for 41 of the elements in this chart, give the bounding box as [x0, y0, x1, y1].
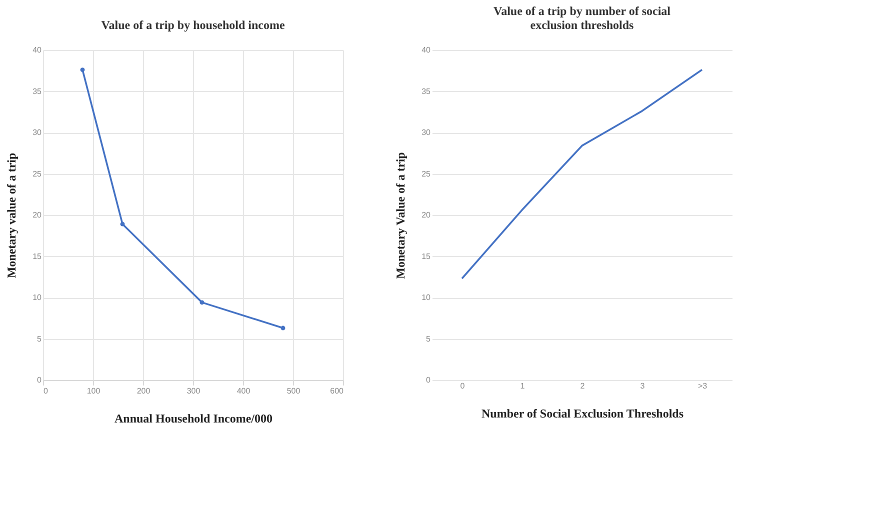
- y-tick-label: 25: [32, 169, 42, 178]
- y-tick-label: 30: [32, 128, 42, 137]
- point: [280, 326, 286, 330]
- chart-title: Value of a trip by number of social exclusion thresholds: [493, 4, 672, 32]
- y-tick-label: 20: [422, 210, 432, 220]
- y-tick-label: 35: [422, 86, 432, 96]
- x-tick-label: 0: [460, 382, 466, 390]
- point: [80, 68, 85, 72]
- y-tick-label: 10: [32, 293, 42, 302]
- point: [200, 300, 204, 305]
- y-tick-label: 30: [422, 128, 432, 137]
- y-tick-label: 40: [422, 46, 432, 54]
- y-axis-title: Monetary value of a trip: [4, 152, 19, 278]
- y-tick-label: 35: [32, 86, 42, 96]
- x-tick-label: 200: [136, 386, 151, 396]
- x-axis-title: Number of Social Exclusion Thresholds: [481, 406, 684, 420]
- y-tick-label: 40: [32, 46, 42, 54]
- point: [120, 222, 125, 226]
- y-tick-label: 0: [37, 376, 42, 384]
- y-tick-label: 25: [422, 169, 432, 178]
- y-tick-label: 10: [422, 293, 432, 302]
- x-tick-label: 500: [286, 386, 301, 396]
- x-tick-label: 1: [520, 382, 526, 390]
- x-tick-label: 400: [236, 386, 251, 396]
- chart-title: Value of a trip by household income: [101, 18, 286, 32]
- x-tick-label: 2: [580, 382, 586, 390]
- y-tick-label: 20: [32, 210, 42, 220]
- y-tick-label: 15: [422, 252, 432, 261]
- y-tick-label: 15: [32, 252, 42, 261]
- x-tick-label: 300: [186, 386, 201, 396]
- line-series: [461, 68, 703, 280]
- x-tick-label: 3: [640, 382, 646, 390]
- x-tick-label: 0: [44, 386, 48, 396]
- y-axis-title: Monetary Value of a trip: [394, 152, 408, 279]
- y-tick-label: 0: [426, 376, 432, 384]
- x-tick-label: 600: [330, 386, 344, 396]
- y-tick-label: 5: [37, 334, 42, 344]
- x-tick-label: >3: [698, 382, 708, 390]
- x-tick-label: 100: [86, 386, 101, 396]
- y-tick-label: 5: [426, 334, 432, 344]
- x-axis-title: Annual Household Income/000: [114, 412, 273, 426]
